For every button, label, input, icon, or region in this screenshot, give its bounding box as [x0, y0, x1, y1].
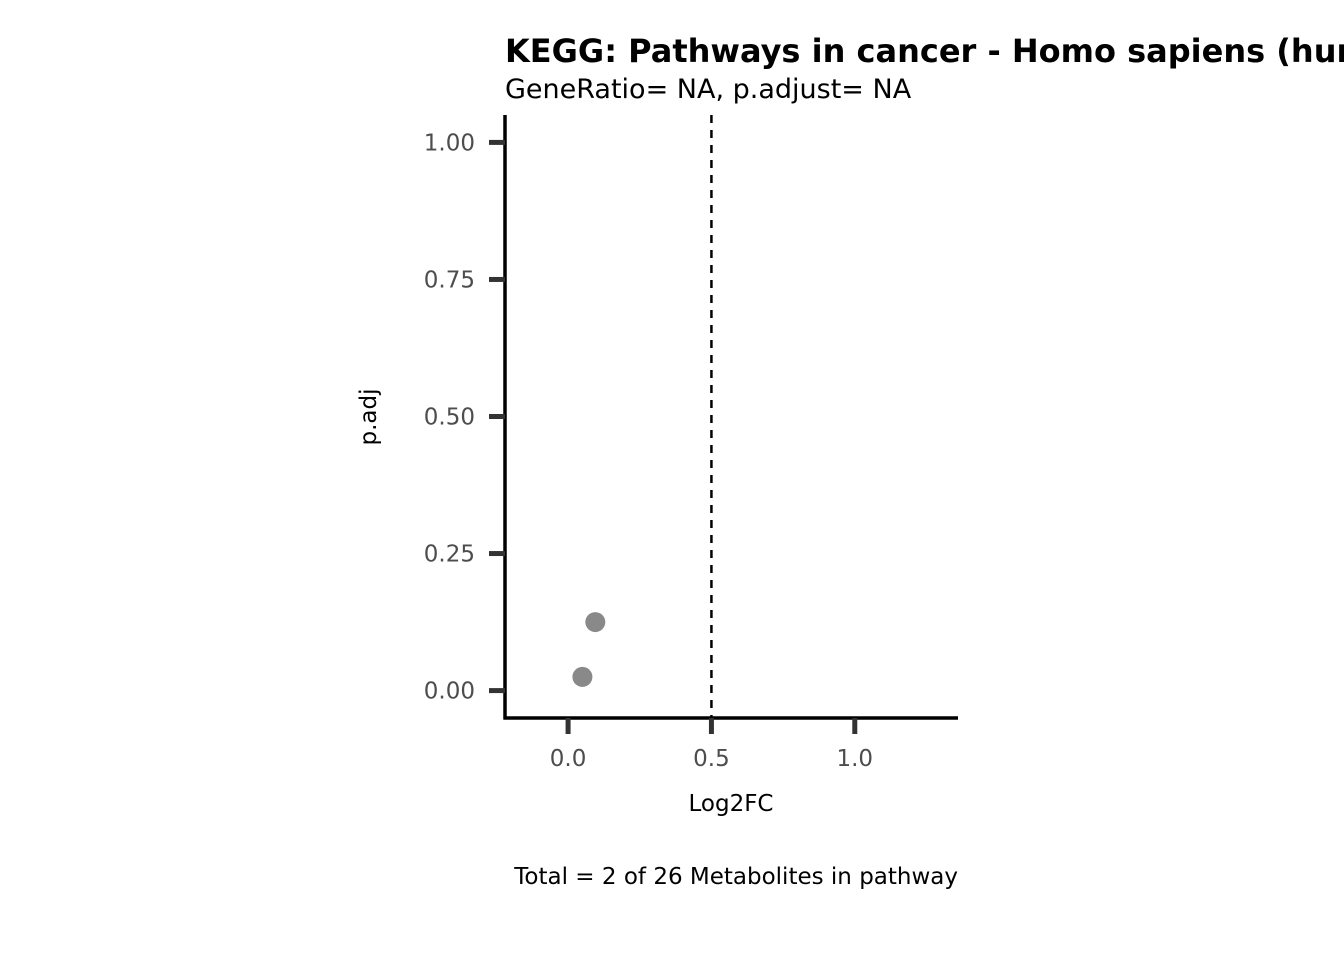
data-point: [585, 612, 606, 633]
plot-area: 0.00 0.25 0.50 0.75 1.00 0.0 0.5 1.0: [424, 115, 958, 772]
data-point: [572, 666, 593, 687]
x-tick-label: 1.0: [836, 746, 873, 772]
chart-subtitle: GeneRatio= NA, p.adjust= NA: [505, 74, 912, 105]
chart-title: KEGG: Pathways in cancer - Homo sapiens …: [505, 32, 1344, 70]
y-tick-label: 0.00: [424, 679, 475, 705]
x-axis-title: Log2FC: [688, 791, 773, 817]
chart-caption: Total = 2 of 26 Metabolites in pathway: [513, 864, 958, 890]
x-tick-label: 0.0: [550, 746, 587, 772]
y-tick-label: 1.00: [424, 130, 475, 156]
x-tick-label: 0.5: [693, 746, 730, 772]
y-tick-label: 0.50: [424, 405, 475, 431]
y-axis-title: p.adj: [356, 389, 382, 446]
y-tick-label: 0.25: [424, 542, 475, 568]
y-tick-label: 0.75: [424, 267, 475, 293]
